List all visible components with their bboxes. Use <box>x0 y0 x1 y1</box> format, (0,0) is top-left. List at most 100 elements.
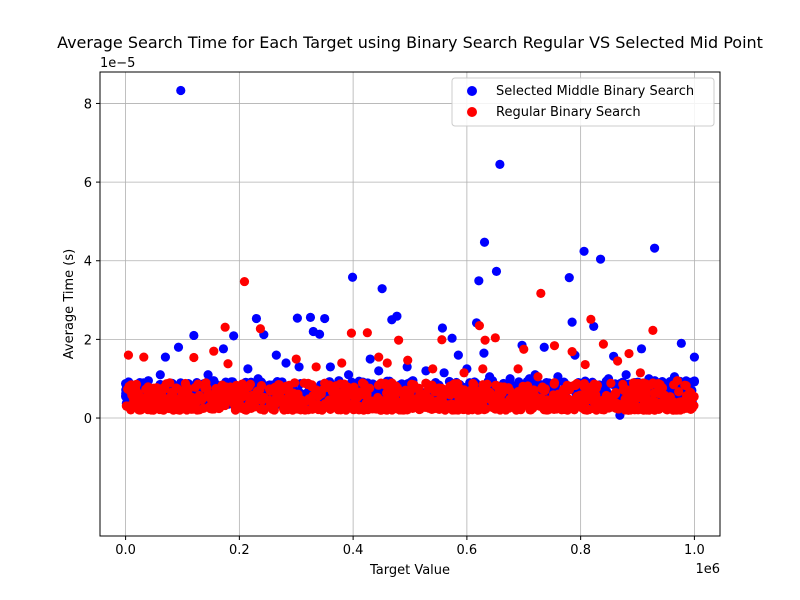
scatter-point <box>474 321 484 331</box>
x-tick-label: 0.2 <box>229 543 250 558</box>
x-axis-label: Target Value <box>369 563 450 578</box>
scatter-point <box>320 313 330 324</box>
legend: Selected Middle Binary Search Regular Bi… <box>451 77 715 127</box>
scatter-point <box>220 322 230 332</box>
scatter-point <box>181 402 191 412</box>
scatter-point <box>278 404 289 414</box>
scatter-point <box>377 401 387 411</box>
scatter-point <box>495 159 505 170</box>
scatter-point <box>668 405 678 415</box>
scatter-point <box>454 395 464 405</box>
scatter-point <box>123 350 134 360</box>
scatter-point <box>564 273 574 283</box>
scatter-point <box>347 272 358 282</box>
scatter-point <box>127 390 137 400</box>
scatter-point <box>298 399 308 410</box>
scatter-point <box>609 390 619 400</box>
scatter-point <box>562 383 572 393</box>
scatter-point <box>654 404 664 415</box>
scatter-point <box>247 390 258 400</box>
y-axis: 0 2 4 6 8 <box>84 97 100 427</box>
scatter-point <box>365 404 375 414</box>
scatter-point <box>293 389 303 399</box>
legend-label-selected-middle: Selected Middle Binary Search <box>496 84 694 99</box>
scatter-point <box>392 311 402 321</box>
scatter-point <box>437 323 448 333</box>
scatter-point <box>421 378 431 388</box>
scatter-point <box>482 379 492 389</box>
scatter-point <box>207 398 218 408</box>
scatter-point <box>519 395 530 405</box>
scatter-point <box>480 403 490 413</box>
scatter-point <box>469 391 479 402</box>
scatter-point <box>402 362 412 372</box>
scatter-point <box>158 405 168 415</box>
scatter-point <box>343 370 354 380</box>
scatter-point <box>144 390 155 400</box>
scatter-point <box>377 284 387 294</box>
scatter-point <box>437 335 447 345</box>
scatter-point <box>172 398 182 409</box>
scatter-point <box>193 379 203 389</box>
scatter-point <box>245 379 256 389</box>
scatter-point <box>569 380 579 390</box>
scatter-point <box>179 385 189 396</box>
scatter-point <box>305 395 315 405</box>
scatter-point <box>548 390 559 400</box>
series-regular <box>121 276 699 415</box>
scatter-point <box>152 383 162 393</box>
legend-label-regular: Regular Binary Search <box>496 105 641 120</box>
scatter-point <box>239 276 250 287</box>
scatter-point <box>461 388 471 398</box>
legend-marker-selected-middle <box>467 86 477 96</box>
scatter-point <box>121 401 131 411</box>
scatter-point <box>155 370 165 380</box>
scatter-point <box>676 338 686 348</box>
scatter-point <box>618 379 628 389</box>
x-tick-label: 0.0 <box>115 543 136 558</box>
scatter-point <box>365 383 375 393</box>
scatter-point <box>672 376 682 386</box>
scatter-point <box>394 335 404 345</box>
scatter-point <box>229 331 239 341</box>
scatter-point <box>641 392 651 402</box>
scatter-point <box>305 312 316 322</box>
scatter-point <box>243 364 253 374</box>
y-axis-label: Average Time (s) <box>62 249 77 359</box>
scatter-point <box>285 391 295 401</box>
scatter-point <box>515 388 525 398</box>
scatter-point <box>621 370 631 380</box>
scatter-point <box>479 348 489 358</box>
scatter-point <box>453 379 463 389</box>
scatter-point <box>223 359 233 369</box>
scatter-point <box>411 396 421 406</box>
scatter-point <box>648 325 658 335</box>
x-tick-label: 0.8 <box>570 543 591 558</box>
scatter-point <box>271 350 281 360</box>
y-tick-label: 0 <box>84 412 92 427</box>
scatter-point <box>256 381 267 391</box>
scatter-point <box>474 276 484 286</box>
scatter-point <box>459 368 469 378</box>
scatter-point <box>395 405 405 415</box>
scatter-point <box>569 405 579 415</box>
scatter-point <box>139 352 149 362</box>
scatter-point <box>613 356 623 366</box>
scatter-point <box>606 378 616 388</box>
scatter-point <box>536 383 547 394</box>
scatter-point <box>131 379 142 389</box>
scatter-point <box>675 405 686 415</box>
scatter-point <box>291 354 301 364</box>
scatter-point <box>189 352 199 363</box>
y-tick-label: 4 <box>84 255 92 270</box>
scatter-point <box>389 391 400 402</box>
scatter-point <box>326 398 336 409</box>
scatter-point <box>217 380 227 390</box>
scatter-point <box>357 378 368 388</box>
scatter-point <box>478 364 488 374</box>
x-axis: 0.0 0.2 0.4 0.6 0.8 1.0 <box>115 536 705 558</box>
scatter-point <box>148 405 159 415</box>
scatter-point <box>539 342 549 352</box>
scatter-point <box>536 288 546 298</box>
scatter-point <box>479 237 490 247</box>
